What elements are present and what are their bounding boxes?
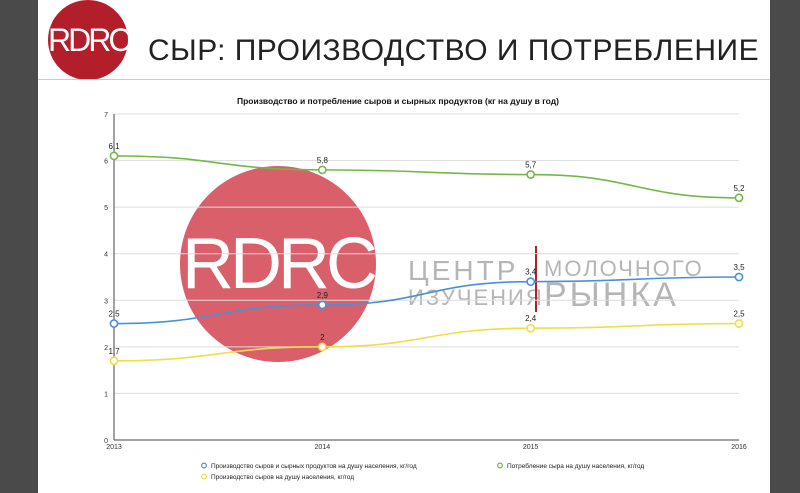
- slide: RDRC СЫР: ПРОИЗВОДСТВО И ПОТРЕБЛЕНИЕ RDR…: [38, 0, 770, 493]
- watermark-line1-left: ЦЕНТР: [408, 255, 518, 286]
- legend-label: Производство сыров и сырных продуктов на…: [211, 463, 417, 470]
- data-point: [734, 272, 744, 282]
- legend-item: Производство сыров и сырных продуктов на…: [201, 462, 417, 470]
- rdrc-logo: RDRC: [48, 0, 131, 80]
- y-tick-label: 4: [104, 252, 108, 259]
- logo-text: RDRC: [48, 22, 131, 58]
- x-axis-ticks: 2013 2014 2015 2016: [106, 444, 747, 451]
- data-point: [526, 277, 536, 287]
- data-point: [109, 151, 119, 161]
- legend-marker: [201, 473, 208, 480]
- data-label: 2,5: [108, 310, 120, 319]
- series-line: [113, 155, 740, 199]
- data-label: 6,1: [108, 142, 120, 151]
- watermark-divider: [535, 246, 537, 312]
- x-tick-label: 2014: [315, 444, 331, 451]
- data-point: [109, 356, 119, 366]
- legend-marker: [201, 462, 208, 469]
- chart-grid: [113, 113, 739, 441]
- legend-marker: [497, 462, 504, 469]
- watermark-logo-text: RDRC: [182, 224, 376, 304]
- watermark-line2-left: ИЗУЧЕНИЯ: [408, 285, 544, 310]
- series-3: 1,7 2 2,4 2,5: [108, 310, 745, 366]
- data-label: 5,8: [317, 156, 329, 165]
- slide-title: СЫР: ПРОИЗВОДСТВО И ПОТРЕБЛЕНИЕ: [148, 34, 760, 67]
- title-divider: [38, 79, 770, 80]
- data-point: [317, 300, 327, 310]
- data-point: [526, 170, 536, 179]
- watermark-line2-right: РЫНКА: [544, 276, 679, 314]
- data-point: [734, 319, 744, 328]
- y-axis-ticks: 0 1 2 3 4 5 6 7: [104, 112, 108, 445]
- chart-title: Производство и потребление сыров и сырны…: [237, 96, 559, 106]
- viewer-left-margin: [0, 0, 38, 493]
- x-tick-label: 2016: [731, 444, 747, 451]
- data-point: [317, 342, 327, 352]
- data-label: 5,2: [733, 184, 745, 193]
- data-point: [109, 319, 119, 328]
- x-tick-label: 2015: [523, 444, 539, 451]
- legend-label: Потребление сыра на душу населения, кг/г…: [507, 462, 644, 470]
- data-label: 5,7: [525, 161, 537, 170]
- series-line: [113, 322, 740, 362]
- legend-label: Производство сыров на душу населения, кг…: [211, 474, 354, 481]
- y-tick-label: 0: [104, 438, 108, 445]
- y-tick-label: 6: [104, 159, 108, 166]
- data-point: [526, 323, 536, 333]
- series-line: [113, 276, 740, 325]
- data-label: 2,5: [733, 310, 745, 319]
- data-label: 1,7: [108, 347, 120, 356]
- y-tick-label: 7: [104, 112, 108, 119]
- legend-item: Потребление сыра на душу населения, кг/г…: [497, 462, 644, 470]
- data-point: [317, 165, 327, 175]
- y-tick-label: 1: [104, 391, 108, 398]
- x-tick-label: 2013: [106, 444, 122, 451]
- data-label: 3,4: [525, 268, 537, 277]
- data-label: 3,5: [733, 263, 745, 272]
- data-label: 2,4: [525, 314, 537, 323]
- series-2: 6,1 5,8 5,7 5,2: [108, 142, 745, 203]
- watermark: RDRC ЦЕНТР ИЗУЧЕНИЯ МОЛОЧНОГО РЫНКА: [180, 166, 704, 362]
- chart-legend: Производство сыров и сырных продуктов на…: [201, 462, 644, 481]
- data-point: [734, 193, 744, 203]
- watermark-line1-right: МОЛОЧНОГО: [544, 256, 704, 281]
- series-1: 2,5 2,9 3,4 3,5: [108, 263, 745, 328]
- data-label: 2: [320, 333, 325, 342]
- y-tick-label: 5: [104, 205, 108, 212]
- line-chart: RDRC ЦЕНТР ИЗУЧЕНИЯ МОЛОЧНОГО РЫНКА Прои…: [104, 96, 747, 481]
- chart-series: 2,5 2,9 3,4 3,5 6,1 5,8 5,7 5,2 1,7 2 2,4 2,5: [108, 142, 745, 366]
- legend-item: Производство сыров на душу населения, кг…: [201, 473, 354, 481]
- y-tick-label: 2: [104, 345, 108, 352]
- viewer-right-margin: [770, 0, 800, 493]
- data-label: 2,9: [317, 291, 329, 300]
- y-tick-label: 3: [104, 298, 108, 305]
